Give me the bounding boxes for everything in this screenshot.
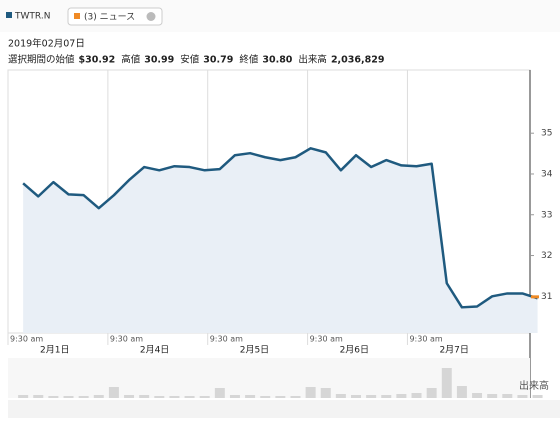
x-tick-label: 9:30 am bbox=[210, 335, 243, 344]
area bbox=[23, 148, 538, 333]
volume-bar bbox=[411, 393, 422, 398]
field-value: $30.92 bbox=[79, 55, 116, 66]
x-tick-date: 2月1日 bbox=[40, 345, 69, 356]
legend-symbol: TWTR.N bbox=[14, 12, 50, 22]
volume-bar bbox=[245, 395, 256, 398]
last-marker bbox=[531, 295, 539, 299]
volume-bar bbox=[78, 396, 89, 398]
field-label: 選択期間の始値 bbox=[8, 54, 75, 66]
y-tick-label: 33 bbox=[541, 210, 552, 220]
price-line bbox=[22, 147, 538, 309]
volume-bar bbox=[351, 395, 361, 398]
volume-bar bbox=[502, 394, 513, 398]
field-label: 終値 bbox=[239, 54, 259, 66]
volume-bar bbox=[441, 368, 452, 398]
volume-bar bbox=[18, 395, 29, 398]
legend-swatch bbox=[6, 12, 12, 18]
volume-bar bbox=[305, 387, 316, 398]
x-tick-date: 2月4日 bbox=[140, 345, 169, 356]
volume-bar bbox=[124, 395, 135, 398]
volume-bar bbox=[184, 396, 195, 398]
volume-bar bbox=[290, 396, 301, 398]
volume-bar bbox=[396, 394, 407, 398]
volume-bar bbox=[154, 396, 165, 398]
header-fields: 選択期間の始値 $30.92 高値 30.99 安値 30.79 終値 30.80 出来高 2,0… bbox=[8, 54, 384, 66]
y-tick-label: 31 bbox=[541, 292, 552, 302]
field-value: 30.80 bbox=[262, 55, 292, 66]
news-swatch bbox=[74, 13, 80, 19]
volume-bar bbox=[214, 388, 225, 398]
volume-bar bbox=[517, 395, 528, 398]
field-value: 30.99 bbox=[144, 55, 174, 66]
field-label: 高値 bbox=[121, 54, 141, 66]
volume-bar bbox=[229, 395, 240, 398]
scroll-strip bbox=[8, 400, 560, 418]
y-tick-label: 35 bbox=[541, 129, 552, 139]
volume-bar bbox=[532, 395, 543, 398]
volume-bar bbox=[260, 396, 271, 398]
header-date: 2019年02月07日 bbox=[8, 38, 85, 50]
volume-bar bbox=[48, 396, 59, 398]
volume-bar bbox=[472, 393, 483, 398]
news-label[interactable]: (3) ニュース bbox=[84, 13, 135, 23]
x-tick-label: 9:30 am bbox=[310, 335, 343, 344]
field-value: 2,036,829 bbox=[331, 55, 385, 66]
volume-label: 出来高 bbox=[519, 379, 549, 392]
volume-bar bbox=[63, 396, 74, 398]
volume-bar bbox=[456, 386, 467, 398]
field-label: 出来高 bbox=[298, 54, 327, 66]
volume-bar bbox=[426, 388, 437, 398]
volume-bar bbox=[108, 387, 119, 398]
field-label: 安値 bbox=[180, 54, 200, 66]
field-value: 30.79 bbox=[203, 55, 233, 66]
volume-bar bbox=[199, 396, 210, 398]
x-tick-date: 2月6日 bbox=[340, 345, 369, 356]
volume-bar bbox=[169, 396, 180, 398]
y-tick-label: 34 bbox=[541, 169, 553, 179]
x-tick-date: 2月7日 bbox=[439, 345, 468, 356]
volume-bar bbox=[487, 394, 498, 398]
volume-bar bbox=[93, 395, 104, 398]
volume-bar bbox=[139, 395, 150, 398]
x-tick-date: 2月5日 bbox=[240, 345, 269, 356]
volume-bar bbox=[320, 388, 331, 398]
volume-bar bbox=[275, 396, 286, 398]
volume-bar bbox=[366, 395, 377, 398]
news-close[interactable] bbox=[146, 12, 156, 21]
news-tag[interactable] bbox=[67, 7, 163, 26]
volume-bar bbox=[381, 395, 392, 398]
x-tick-label: 9:30 am bbox=[110, 335, 143, 344]
volume-bar bbox=[33, 395, 44, 398]
x-tick-label: 9:30 am bbox=[10, 335, 43, 344]
x-tick-label: 9:30 am bbox=[409, 335, 442, 344]
y-tick-label: 32 bbox=[541, 251, 552, 261]
volume-bar bbox=[335, 394, 346, 398]
